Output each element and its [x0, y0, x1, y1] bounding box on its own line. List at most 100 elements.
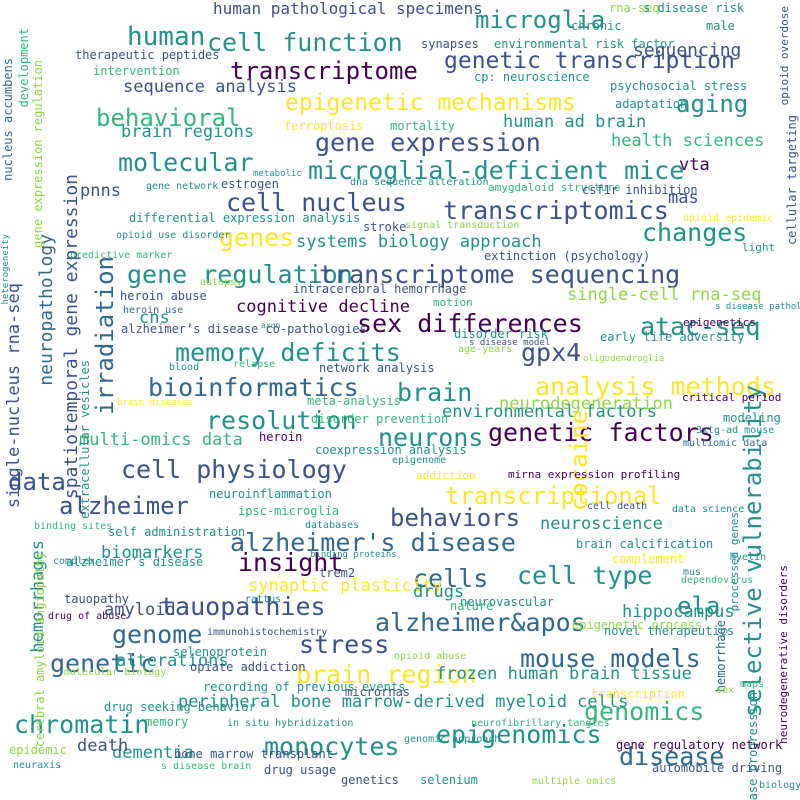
- word: axon: [261, 321, 281, 330]
- word: heroin use: [123, 305, 184, 316]
- word: environmental risk factor: [494, 37, 675, 51]
- word: microglia: [475, 6, 606, 34]
- word: genetic transcription: [444, 48, 735, 74]
- word: meta-analysis: [307, 394, 401, 408]
- word: opiate addiction: [190, 660, 306, 674]
- word: transcriptomics: [443, 196, 669, 225]
- word: mas: [668, 188, 699, 208]
- word: mortality: [390, 119, 456, 133]
- word: gene regulatory network: [616, 738, 783, 752]
- word: disorder prevention: [311, 412, 449, 426]
- word: molecular biology: [64, 667, 167, 678]
- word: alzheimer&apos: [375, 608, 586, 637]
- word: sequencing: [633, 40, 742, 61]
- word: drug seeking behavior: [104, 700, 256, 714]
- word: memory: [145, 715, 189, 729]
- word: relapse: [233, 359, 276, 370]
- word: gene regulation: [127, 260, 353, 289]
- word: neurovascular: [460, 595, 554, 609]
- word: extracellular vesicles: [78, 360, 92, 519]
- word: databases: [305, 520, 360, 531]
- word: resolution: [206, 406, 357, 435]
- word: rattus: [245, 594, 282, 605]
- word: mirna expression profiling: [508, 468, 681, 481]
- word: binding sites: [34, 521, 113, 532]
- word: atac-seq: [640, 312, 761, 341]
- word: cerebral amyloid angiopathy: [33, 552, 47, 748]
- word: rna-seq: [609, 1, 660, 15]
- word: alterations: [116, 651, 229, 671]
- word: data: [8, 468, 66, 496]
- word: neurodegeneration: [499, 394, 673, 414]
- word: genome: [112, 620, 203, 649]
- word: cocaine: [565, 410, 593, 512]
- word: blood: [169, 362, 200, 373]
- word: stress: [299, 630, 390, 659]
- word: behaviors: [390, 504, 521, 532]
- word: alzheimer: [59, 492, 190, 520]
- word: intervention: [93, 64, 180, 78]
- word: data science: [672, 504, 745, 515]
- word: synaptic plasticity: [248, 576, 443, 596]
- word: age-years: [458, 344, 513, 355]
- word: microglial-deficient mice: [308, 156, 685, 185]
- word: modeling: [723, 411, 781, 425]
- word: transcriptional: [445, 482, 662, 510]
- word: analysis methods: [535, 372, 776, 401]
- word: human pathological specimens: [213, 0, 483, 18]
- word: disease: [619, 742, 725, 771]
- word: epigenomics: [436, 720, 602, 749]
- word: death: [77, 736, 129, 756]
- word: micrornas: [345, 685, 411, 699]
- word: heroin abuse: [120, 289, 207, 303]
- word: brain region: [296, 660, 477, 689]
- word: ela: [677, 592, 721, 620]
- word: automobile driving: [652, 761, 783, 775]
- word: selenium: [420, 773, 478, 787]
- word: memory deficits: [175, 338, 401, 367]
- word: psychosocial stress: [610, 79, 748, 93]
- word: cell nucleus: [226, 188, 407, 217]
- word: dependovirus: [681, 575, 754, 586]
- word: chronic: [571, 19, 622, 33]
- word: cell type: [517, 561, 653, 590]
- word: genetic factors: [488, 418, 714, 447]
- word: extinction (psychology): [484, 249, 651, 263]
- word: network analysis: [319, 361, 435, 375]
- word: complex: [53, 556, 96, 567]
- word: predictive marker: [70, 250, 173, 261]
- word: sex: [716, 685, 735, 696]
- word: addiction: [416, 469, 476, 482]
- word: alzheimer’s disease co-pathologies: [121, 322, 367, 336]
- word: nucleus accumbens: [1, 58, 15, 181]
- word: myelin: [730, 552, 767, 563]
- word: s disease brain: [161, 761, 252, 772]
- word: opioid epidemic: [683, 213, 774, 224]
- word: sex differences: [357, 309, 583, 338]
- word: male: [706, 19, 735, 33]
- word: peripheral bone marrow-derived myeloid c…: [178, 692, 629, 712]
- word: mouse models: [520, 644, 701, 673]
- word: dementia: [112, 743, 194, 763]
- word: epigenome: [392, 455, 447, 466]
- word: nature: [450, 599, 494, 613]
- word: trem2: [319, 566, 356, 580]
- word: frozen human brain tissue: [436, 664, 692, 684]
- word: hippocampus: [622, 602, 735, 622]
- word: aging: [676, 90, 749, 118]
- word: tauopathies: [160, 592, 326, 621]
- word: genetic: [50, 649, 156, 678]
- word: neurons: [378, 423, 484, 452]
- word: binding proteins: [310, 550, 397, 560]
- word: single-nucleus rna-seq: [4, 283, 24, 509]
- word: cognitive decline: [236, 297, 410, 317]
- word: self administration: [108, 525, 246, 539]
- word: bone marrow transplant: [174, 747, 333, 761]
- word: in situ hybridization: [227, 718, 354, 729]
- word: epidemic: [9, 743, 67, 757]
- word: recording of previous events: [203, 680, 406, 694]
- word: genes: [219, 223, 295, 252]
- word: neurodegenerative disorders: [777, 565, 790, 744]
- word: cell death: [587, 501, 648, 512]
